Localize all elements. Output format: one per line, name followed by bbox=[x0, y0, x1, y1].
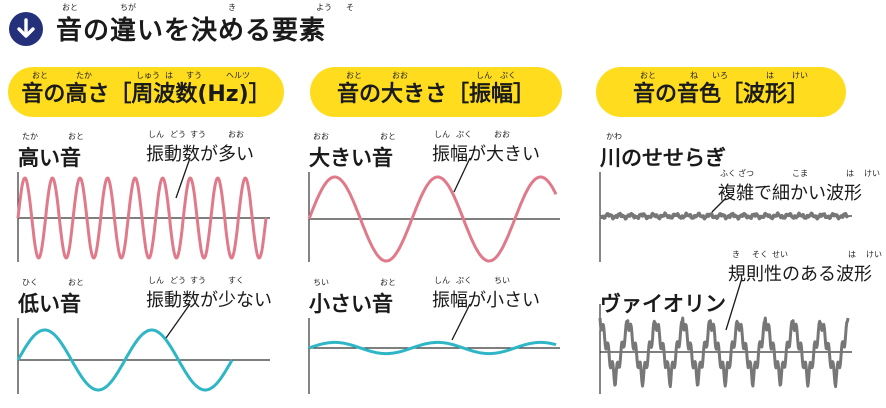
title-ruby-4: よう bbox=[316, 3, 332, 12]
low-sound-note-ruby-1: しん bbox=[148, 276, 164, 285]
timbre-heading: 音の音色［波形］ bbox=[596, 67, 846, 117]
waveform-1-bottom bbox=[308, 340, 557, 356]
loudness-heading: 音の大きさ［振幅］ bbox=[310, 67, 562, 117]
timbre-heading-ruby-2: ね bbox=[690, 71, 698, 80]
high-sound-note-ruby-3: すう bbox=[190, 130, 206, 139]
title-ruby-3: き bbox=[228, 3, 236, 12]
violin-note-ruby-1: き bbox=[732, 250, 740, 259]
loudness-heading-ruby-1: おと bbox=[346, 71, 362, 80]
loudness-heading-ruby-2: おお bbox=[392, 71, 408, 80]
timbre-heading-ruby-5: けい bbox=[792, 71, 808, 80]
pitch-heading-ruby-6: ヘルツ bbox=[226, 71, 250, 80]
stream-note: 複雑で細かい波形 bbox=[718, 183, 862, 204]
loud-sound-note-ruby-2: ぷく bbox=[456, 130, 472, 139]
violin-note-ruby-4: は bbox=[848, 250, 856, 259]
stream-note-ruby-3: こま bbox=[792, 169, 808, 178]
leader-line-2-top bbox=[711, 197, 727, 213]
page-title: 音の違いを決める要素 bbox=[56, 16, 327, 46]
low-sound-note-ruby-4: すく bbox=[228, 276, 244, 285]
low-sound-ruby-1: ひく bbox=[22, 278, 38, 287]
waveform-1-top bbox=[307, 175, 558, 263]
leader-line-0-top bbox=[175, 157, 191, 199]
leader-line-0-bottom bbox=[165, 303, 191, 339]
high-sound-note: 振動数が多い bbox=[146, 144, 254, 165]
quiet-sound-label: 小さい音 bbox=[309, 292, 393, 316]
pitch-heading-ruby-2: たか bbox=[76, 71, 92, 80]
loudness-heading-ruby-3: しん bbox=[476, 71, 492, 80]
pitch-heading: 音の高さ［周波数(Hz)］ bbox=[8, 67, 284, 117]
leader-line-1-bottom bbox=[451, 303, 471, 341]
high-sound-note-ruby-4: おお bbox=[228, 130, 244, 139]
violin-note-ruby-5: けい bbox=[866, 250, 882, 259]
stream-note-ruby-4: は bbox=[846, 169, 854, 178]
low-sound-ruby-2: おと bbox=[68, 278, 84, 287]
stream-note-ruby-2: ざつ bbox=[738, 169, 754, 178]
high-sound-ruby-1: たか bbox=[22, 132, 38, 141]
pitch-heading-ruby-5: すう bbox=[186, 71, 202, 80]
high-sound-note-ruby-1: しん bbox=[148, 130, 164, 139]
stream-note-ruby-1: ふく bbox=[720, 169, 736, 178]
high-sound-ruby-2: おと bbox=[68, 132, 84, 141]
timbre-heading-ruby-3: いろ bbox=[712, 71, 728, 80]
leader-line-2-bottom bbox=[725, 277, 743, 331]
high-sound-label: 高い音 bbox=[18, 146, 81, 170]
quiet-sound-note: 振幅が小さい bbox=[432, 290, 540, 311]
high-sound-note-ruby-2: どう bbox=[170, 130, 186, 139]
loudness-heading-ruby-4: ぷく bbox=[500, 71, 516, 80]
low-sound-label: 低い音 bbox=[18, 292, 81, 316]
quiet-sound-ruby-2: おと bbox=[380, 278, 396, 287]
timbre-heading-ruby-1: おと bbox=[640, 71, 656, 80]
arrow-down-icon bbox=[9, 12, 43, 46]
stream-note-ruby-5: けい bbox=[864, 169, 880, 178]
timbre-heading-ruby-4: は bbox=[766, 71, 774, 80]
pitch-heading-ruby-3: しゅう bbox=[136, 71, 160, 80]
violin-note-ruby-3: せい bbox=[772, 250, 788, 259]
quiet-sound-note-ruby-1: しん bbox=[434, 276, 450, 285]
stream-label: 川のせせらぎ bbox=[600, 146, 726, 170]
waveform-0-bottom bbox=[16, 328, 234, 392]
title-ruby-2: ちが bbox=[120, 3, 136, 12]
waveform-2-top bbox=[598, 211, 850, 221]
violin-note: 規則性のある波形 bbox=[728, 264, 872, 285]
loud-sound-note-ruby-1: しん bbox=[434, 130, 450, 139]
loud-sound-label: 大きい音 bbox=[309, 146, 393, 170]
loud-sound-ruby-2: おと bbox=[380, 132, 396, 141]
quiet-sound-note-ruby-3: ちい bbox=[494, 276, 510, 285]
violin-note-ruby-2: そく bbox=[752, 250, 768, 259]
pitch-heading-ruby-4: は bbox=[165, 71, 173, 80]
stream-ruby-1: かわ bbox=[606, 132, 622, 141]
low-sound-note-ruby-3: すう bbox=[190, 276, 206, 285]
loud-sound-note-ruby-3: おお bbox=[494, 130, 510, 139]
low-sound-note-ruby-2: どう bbox=[170, 276, 186, 285]
title-ruby-5: そ bbox=[346, 3, 354, 12]
low-sound-note: 振動数が少ない bbox=[146, 290, 272, 311]
quiet-sound-note-ruby-2: ぷく bbox=[456, 276, 472, 285]
waveform-0-top bbox=[16, 176, 268, 260]
quiet-sound-ruby-1: ちい bbox=[313, 278, 329, 287]
leader-line-1-top bbox=[453, 157, 471, 193]
loud-sound-note: 振幅が大きい bbox=[432, 144, 540, 165]
violin-label: ヴァイオリン bbox=[600, 292, 726, 316]
title-ruby-1: おと bbox=[62, 3, 78, 12]
pitch-heading-ruby-1: おと bbox=[32, 71, 48, 80]
loud-sound-ruby-1: おお bbox=[313, 132, 329, 141]
waveform-2-bottom bbox=[598, 316, 850, 389]
